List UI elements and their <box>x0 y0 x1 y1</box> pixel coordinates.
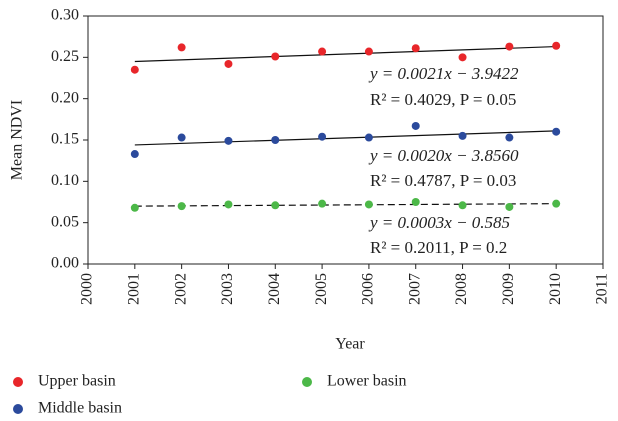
y-tick-label: 0.00 <box>51 255 79 272</box>
regression-annotation: R² = 0.4029, P = 0.05 <box>370 90 516 109</box>
data-point <box>130 203 139 212</box>
data-point <box>364 47 373 56</box>
data-point <box>318 47 327 56</box>
regression-annotation: y = 0.0021x − 3.9422 <box>368 64 519 83</box>
trend-line <box>134 45 557 63</box>
data-point <box>458 201 467 210</box>
data-point <box>271 136 280 144</box>
y-axis-label: Mean NDVI <box>9 100 26 180</box>
legend-label: Lower basin <box>327 373 407 390</box>
data-point <box>458 53 467 62</box>
y-tick-label: 0.20 <box>51 89 79 106</box>
data-point <box>505 133 514 142</box>
data-point <box>318 199 327 208</box>
y-tick-label: 0.10 <box>51 172 79 189</box>
x-tick-label: 2011 <box>594 273 611 304</box>
data-point <box>505 202 514 211</box>
regression-annotation: R² = 0.2011, P = 0.2 <box>370 238 507 257</box>
data-point <box>130 150 139 159</box>
legend-marker <box>302 377 312 387</box>
data-point <box>552 199 561 208</box>
data-point <box>552 41 561 50</box>
data-point <box>271 52 280 61</box>
data-point <box>505 42 514 51</box>
data-point <box>271 201 280 210</box>
x-tick-label: 2008 <box>453 273 470 305</box>
x-tick-label: 2004 <box>266 273 283 305</box>
y-tick-label: 0.30 <box>51 7 79 24</box>
data-point <box>552 127 561 136</box>
data-point <box>130 65 139 74</box>
data-point <box>224 200 233 209</box>
x-tick-label: 2006 <box>360 273 377 305</box>
y-tick-label: 0.25 <box>51 48 79 65</box>
x-tick-label: 2005 <box>313 273 330 305</box>
legend-marker <box>13 377 23 387</box>
x-tick-label: 2010 <box>547 273 564 305</box>
data-point <box>224 59 233 68</box>
data-point <box>177 133 186 142</box>
x-tick-label: 2003 <box>219 273 236 305</box>
data-point <box>364 133 373 142</box>
x-tick-label: 2002 <box>172 273 189 305</box>
y-tick-label: 0.05 <box>51 213 79 230</box>
legend-label: Upper basin <box>38 373 116 390</box>
x-tick-label: 2001 <box>125 273 142 305</box>
data-point <box>458 131 467 140</box>
data-point <box>411 44 420 53</box>
data-point <box>364 200 373 209</box>
trend-line <box>134 130 557 146</box>
data-point <box>224 136 233 145</box>
x-tick-label: 2000 <box>79 273 96 305</box>
plot-frame <box>87 15 604 265</box>
y-tick-label: 0.15 <box>51 131 79 148</box>
data-point <box>411 121 420 130</box>
legend-marker <box>13 404 23 414</box>
trend-line <box>134 203 557 207</box>
data-point <box>318 132 327 141</box>
regression-annotation: R² = 0.4787, P = 0.03 <box>370 171 516 190</box>
regression-annotation: y = 0.0003x − 0.585 <box>368 213 510 232</box>
legend-label: Middle basin <box>38 400 122 417</box>
x-tick-label: 2007 <box>406 273 423 305</box>
data-point <box>177 43 186 52</box>
x-tick-label: 2009 <box>500 273 517 305</box>
x-axis-label: Year <box>335 336 365 353</box>
data-point <box>411 198 420 206</box>
regression-annotation: y = 0.0020x − 3.8560 <box>368 146 519 165</box>
data-point <box>177 202 186 211</box>
